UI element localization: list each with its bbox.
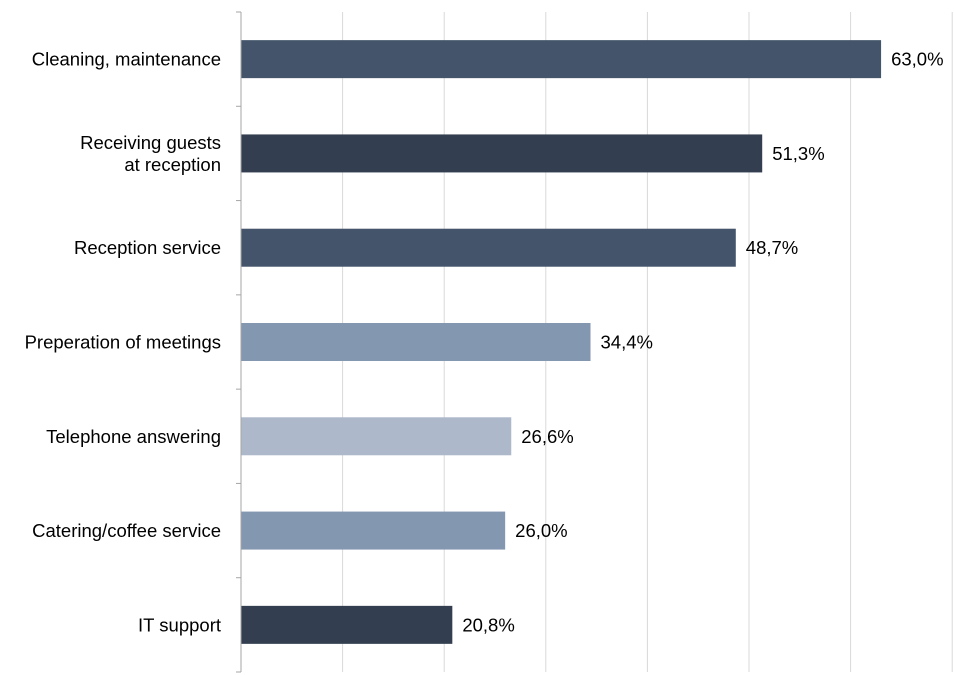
data-label: 34,4% [601, 332, 653, 353]
bar [241, 40, 882, 79]
category-label: Catering/coffee service [32, 520, 221, 541]
bar [241, 605, 453, 644]
data-label: 51,3% [772, 143, 824, 164]
bar [241, 511, 506, 550]
category-label: Preperation of meetings [25, 332, 221, 353]
data-label: 48,7% [746, 237, 798, 258]
data-label: 20,8% [462, 614, 514, 635]
bar [241, 134, 763, 173]
value-labels: 63,0% 51,3% 48,7% 34,4% 26,6% 26,0% 20,8% [462, 49, 943, 636]
bar [241, 323, 591, 361]
data-label: 63,0% [891, 49, 943, 70]
bars [241, 40, 882, 644]
data-label: 26,0% [515, 520, 567, 541]
category-label: Telephone answering [46, 426, 221, 447]
category-label: Receiving guests at reception [80, 132, 221, 175]
bar [241, 417, 512, 456]
category-label: IT support [138, 614, 221, 635]
category-axis [236, 11, 242, 673]
category-labels: Cleaning, maintenance Receiving guests at … [25, 49, 221, 636]
bar [241, 228, 736, 267]
data-label: 26,6% [521, 426, 573, 447]
category-label: Cleaning, maintenance [32, 49, 221, 70]
category-label: Reception service [74, 237, 221, 258]
